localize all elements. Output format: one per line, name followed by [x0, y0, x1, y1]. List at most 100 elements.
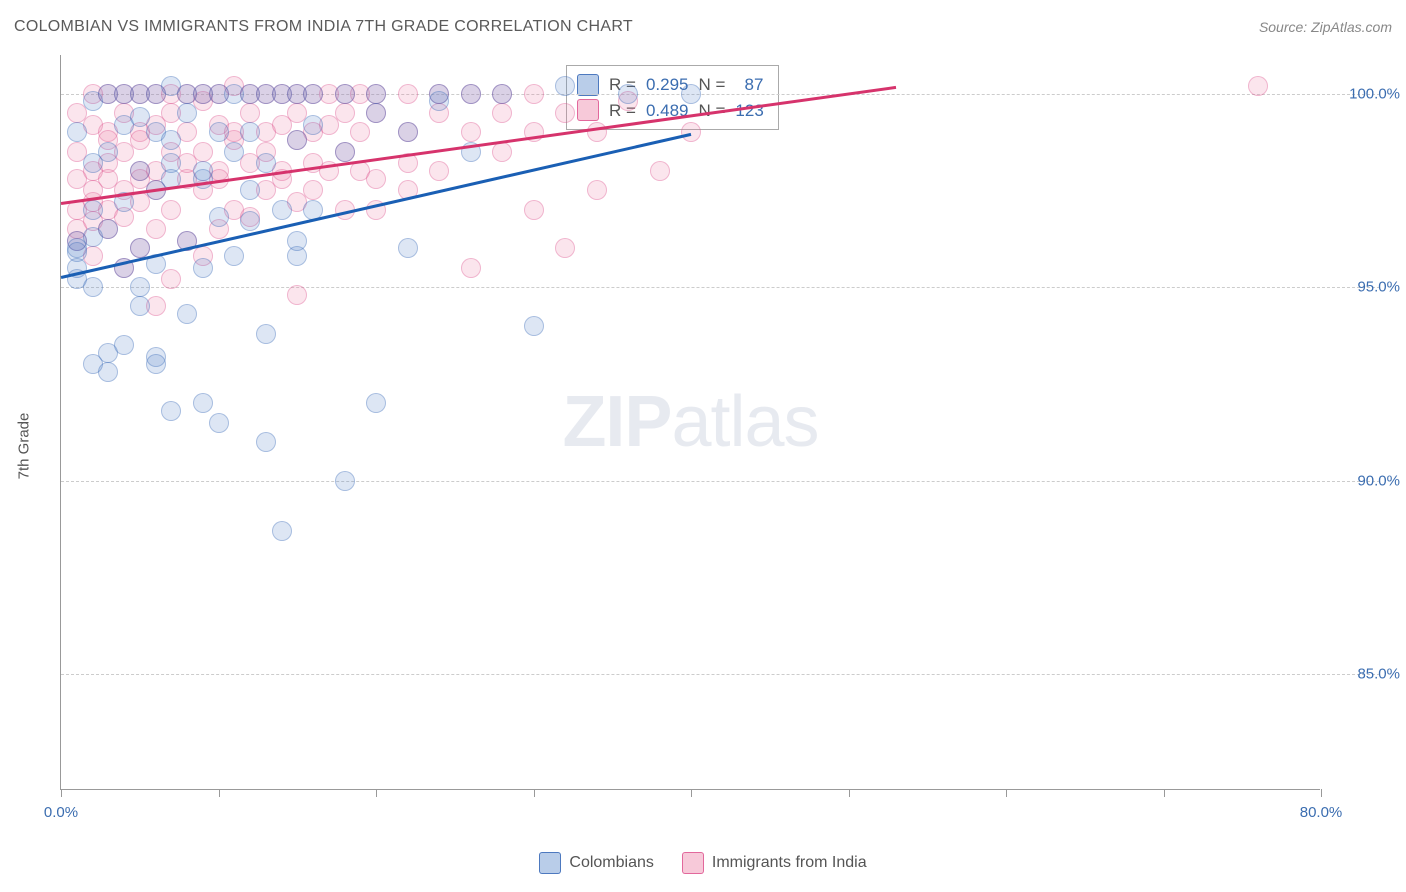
y-tick-label: 100.0%	[1340, 85, 1400, 102]
scatter-point	[681, 122, 701, 142]
scatter-point	[524, 84, 544, 104]
x-tick-label: 80.0%	[1300, 804, 1343, 821]
x-tick	[534, 789, 535, 797]
scatter-point	[335, 103, 355, 123]
scatter-point	[240, 180, 260, 200]
scatter-point	[161, 269, 181, 289]
scatter-point	[209, 207, 229, 227]
scatter-point	[256, 153, 276, 173]
scatter-point	[429, 84, 449, 104]
scatter-point	[350, 122, 370, 142]
gridline	[61, 287, 1380, 288]
scatter-point	[398, 122, 418, 142]
series-legend: Colombians Immigrants from India	[0, 852, 1406, 874]
scatter-point	[524, 316, 544, 336]
scatter-point	[161, 200, 181, 220]
scatter-point	[130, 296, 150, 316]
scatter-point	[224, 246, 244, 266]
scatter-point	[193, 142, 213, 162]
scatter-point	[429, 161, 449, 181]
scatter-point	[240, 122, 260, 142]
scatter-point	[177, 304, 197, 324]
x-tick	[1006, 789, 1007, 797]
legend-swatch-colombians-icon	[539, 852, 561, 874]
scatter-point	[193, 258, 213, 278]
scatter-point	[287, 285, 307, 305]
scatter-point	[240, 211, 260, 231]
scatter-point	[161, 130, 181, 150]
x-tick	[61, 789, 62, 797]
y-tick-label: 95.0%	[1340, 279, 1400, 296]
scatter-point	[335, 84, 355, 104]
x-tick-label: 0.0%	[44, 804, 78, 821]
scatter-point	[98, 362, 118, 382]
scatter-point	[366, 169, 386, 189]
legend-item-colombians: Colombians	[539, 852, 653, 874]
scatter-point	[587, 180, 607, 200]
scatter-point	[130, 161, 150, 181]
scatter-point	[83, 277, 103, 297]
x-tick	[849, 789, 850, 797]
scatter-point	[177, 103, 197, 123]
scatter-point	[209, 413, 229, 433]
scatter-point	[461, 122, 481, 142]
chart-plot-area: ZIPatlas R = 0.295 N = 87 R = 0.489 N = …	[60, 55, 1320, 790]
scatter-point	[287, 231, 307, 251]
scatter-point	[303, 115, 323, 135]
scatter-point	[67, 122, 87, 142]
y-axis-label: 7th Grade	[16, 413, 33, 480]
scatter-point	[555, 103, 575, 123]
legend-item-india: Immigrants from India	[682, 852, 867, 874]
scatter-point	[193, 393, 213, 413]
trend-line-blue	[61, 132, 692, 278]
scatter-point	[240, 103, 260, 123]
scatter-point	[461, 84, 481, 104]
scatter-point	[130, 107, 150, 127]
scatter-point	[1248, 76, 1268, 96]
scatter-point	[681, 84, 701, 104]
scatter-point	[303, 84, 323, 104]
correlation-legend: R = 0.295 N = 87 R = 0.489 N = 123	[566, 65, 779, 130]
x-tick	[219, 789, 220, 797]
header: COLOMBIAN VS IMMIGRANTS FROM INDIA 7TH G…	[14, 18, 1392, 36]
scatter-point	[618, 84, 638, 104]
scatter-point	[398, 84, 418, 104]
scatter-point	[303, 180, 323, 200]
scatter-point	[335, 142, 355, 162]
legend-swatch-blue-icon	[577, 74, 599, 96]
x-tick	[691, 789, 692, 797]
scatter-point	[146, 219, 166, 239]
scatter-point	[146, 354, 166, 374]
y-tick-label: 90.0%	[1340, 472, 1400, 489]
scatter-point	[398, 238, 418, 258]
scatter-point	[272, 200, 292, 220]
scatter-point	[650, 161, 670, 181]
scatter-point	[366, 103, 386, 123]
scatter-point	[555, 76, 575, 96]
scatter-point	[256, 432, 276, 452]
scatter-point	[224, 142, 244, 162]
scatter-point	[98, 142, 118, 162]
gridline	[61, 674, 1380, 675]
scatter-point	[83, 200, 103, 220]
x-tick	[1321, 789, 1322, 797]
x-tick	[1164, 789, 1165, 797]
scatter-point	[492, 142, 512, 162]
chart-title: COLOMBIAN VS IMMIGRANTS FROM INDIA 7TH G…	[14, 18, 633, 36]
scatter-point	[130, 277, 150, 297]
source-attribution: Source: ZipAtlas.com	[1259, 19, 1392, 35]
scatter-point	[366, 393, 386, 413]
scatter-point	[335, 471, 355, 491]
gridline	[61, 481, 1380, 482]
scatter-point	[587, 122, 607, 142]
scatter-point	[161, 401, 181, 421]
scatter-point	[114, 335, 134, 355]
x-tick	[376, 789, 377, 797]
scatter-point	[492, 103, 512, 123]
scatter-point	[461, 258, 481, 278]
legend-swatch-pink-icon	[577, 99, 599, 121]
scatter-point	[256, 324, 276, 344]
scatter-point	[524, 200, 544, 220]
scatter-point	[98, 219, 118, 239]
legend-swatch-india-icon	[682, 852, 704, 874]
